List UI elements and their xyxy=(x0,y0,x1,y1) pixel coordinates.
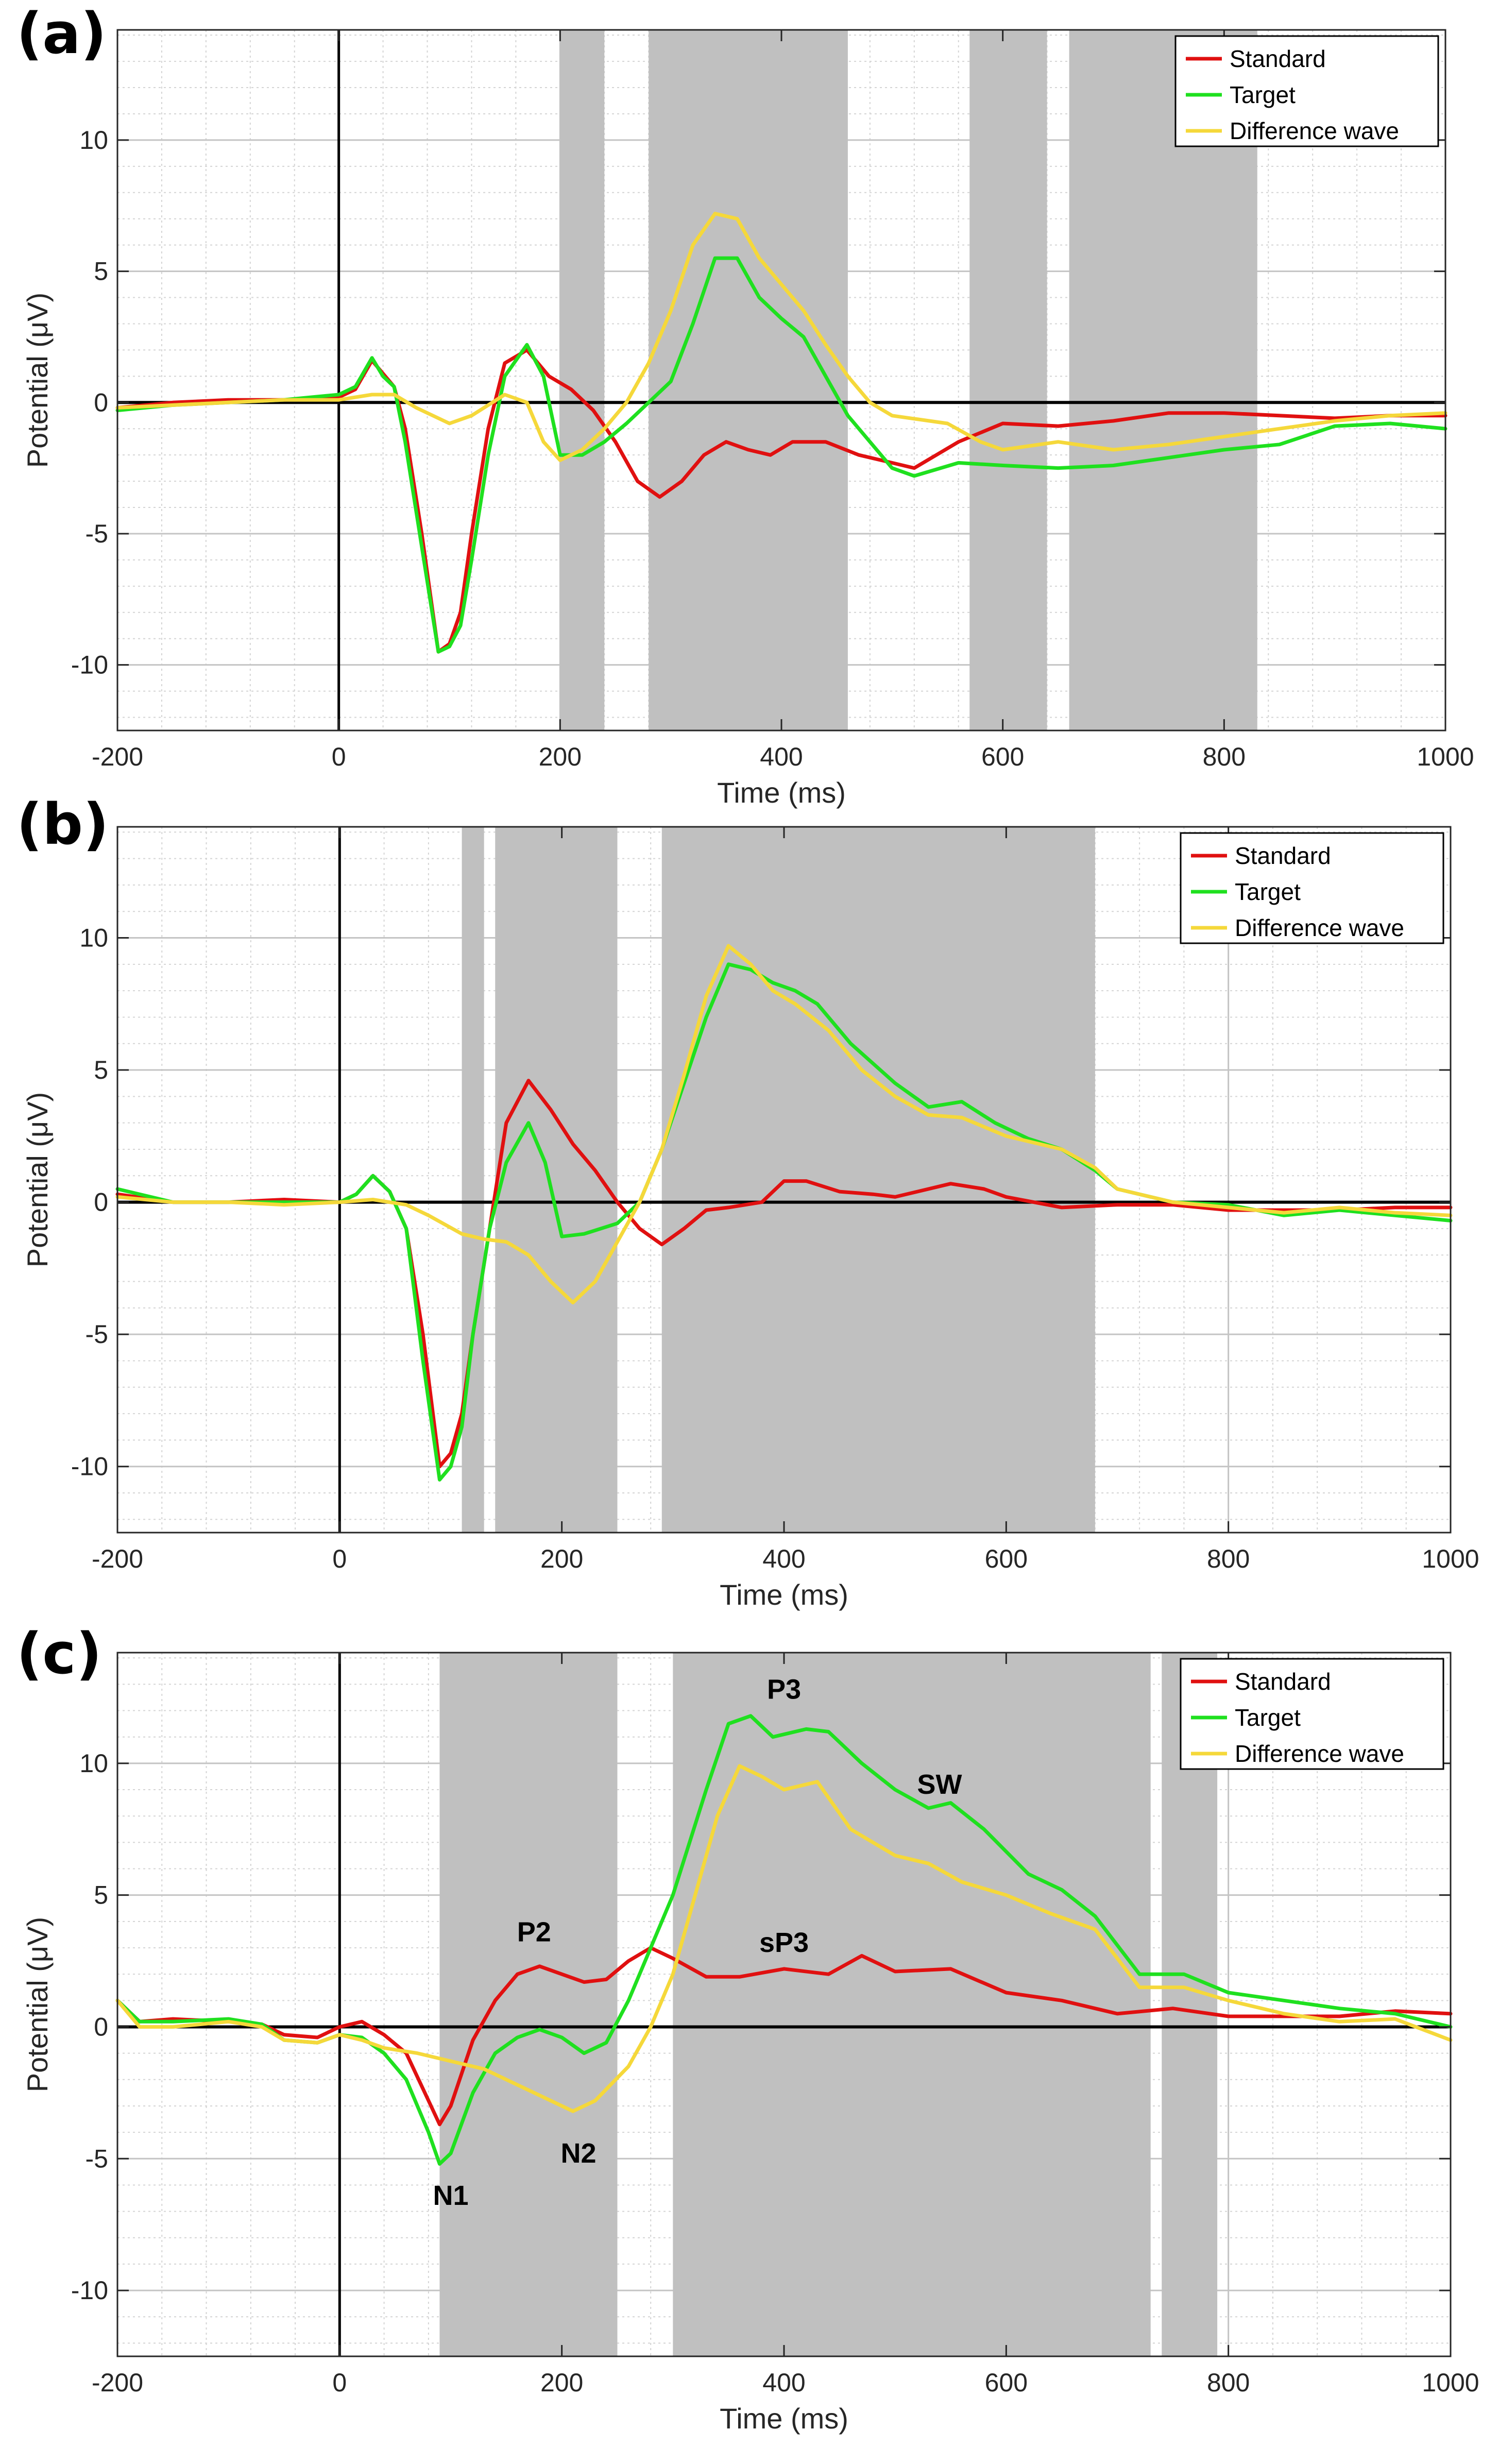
y-axis-label: Potential (μV) xyxy=(21,1917,54,2092)
x-tick-label: 200 xyxy=(540,1544,583,1573)
legend-box xyxy=(1180,1658,1444,1770)
legend-entry: Standard xyxy=(1235,1668,1331,1695)
x-tick-label: 1000 xyxy=(1422,2368,1479,2397)
x-tick-label: -200 xyxy=(92,1544,143,1573)
y-tick-label: -5 xyxy=(86,519,108,548)
y-axis-label: Potential (μV) xyxy=(21,1092,54,1267)
y-tick-label: 5 xyxy=(94,1881,108,1910)
x-axis-label: Time (ms) xyxy=(720,1578,848,1611)
y-tick-label: 5 xyxy=(94,257,108,286)
chart-panel-2: -200 0 200 400 600 800 1000 -10 -5 0 5 10 Time (ms) P… xyxy=(21,1652,1479,2435)
x-tick-label: 800 xyxy=(1203,742,1246,771)
y-axis-label: Potential (μV) xyxy=(21,293,54,468)
y-tick-label: -5 xyxy=(86,1320,108,1349)
legend-entry: Difference wave xyxy=(1230,117,1399,144)
significant-region xyxy=(1162,1653,1218,2356)
legend: Standard Target Difference wave xyxy=(1180,1658,1444,1770)
series-line-standard xyxy=(115,1946,1453,2127)
x-tick-label: 400 xyxy=(762,1544,805,1573)
legend: Standard Target Difference wave xyxy=(1174,35,1439,147)
x-tick-label: 200 xyxy=(539,742,582,771)
chart-panel-0: -200 0 200 400 600 800 1000 -10 -5 0 5 10 Time (ms) P… xyxy=(21,29,1474,809)
legend-box xyxy=(1174,35,1439,147)
x-tick-label: 1000 xyxy=(1417,742,1474,771)
legend-entry: Difference wave xyxy=(1235,914,1404,941)
series-line-difference-wave xyxy=(115,212,1447,462)
legend: Standard Target Difference wave xyxy=(1180,832,1444,944)
x-tick-label: 1000 xyxy=(1422,1544,1479,1573)
legend-entry: Difference wave xyxy=(1235,1740,1404,1767)
component-label: P3 xyxy=(767,1674,801,1705)
y-tick-label: -10 xyxy=(71,1452,108,1481)
x-tick-label: 0 xyxy=(332,1544,347,1573)
x-tick-label: 200 xyxy=(540,2368,583,2397)
x-tick-label: 800 xyxy=(1207,2368,1250,2397)
x-tick-label: -200 xyxy=(92,2368,143,2397)
chart-panel-1: -200 0 200 400 600 800 1000 -10 -5 0 5 10 Time (ms) P… xyxy=(21,826,1479,1611)
legend-entry: Target xyxy=(1235,878,1301,905)
legend-entry: Standard xyxy=(1235,842,1331,869)
significant-region xyxy=(649,30,848,730)
component-label: N2 xyxy=(561,2138,597,2169)
series-line-difference-wave xyxy=(115,944,1453,1305)
x-tick-label: 600 xyxy=(981,742,1024,771)
y-tick-label: -5 xyxy=(86,2144,108,2173)
x-axis-label: Time (ms) xyxy=(720,2402,848,2435)
x-tick-label: 600 xyxy=(985,1544,1028,1573)
y-tick-label: 0 xyxy=(94,1188,108,1217)
y-tick-label: -10 xyxy=(71,2276,108,2305)
component-label: SW xyxy=(917,1769,962,1800)
y-tick-label: 10 xyxy=(79,126,108,155)
series-line-target xyxy=(115,256,1447,654)
component-label: sP3 xyxy=(759,1927,809,1958)
component-label: N1 xyxy=(433,2180,468,2211)
series-line-difference-wave xyxy=(115,1764,1453,2113)
y-tick-label: 0 xyxy=(94,388,108,417)
significant-region xyxy=(661,827,1095,1533)
legend-box xyxy=(1180,832,1444,944)
legend-entry: Standard xyxy=(1230,45,1326,72)
x-tick-label: 400 xyxy=(760,742,803,771)
y-tick-label: 0 xyxy=(94,2012,108,2041)
y-tick-label: 10 xyxy=(79,1749,108,1778)
significant-region xyxy=(439,1653,618,2356)
x-tick-label: -200 xyxy=(92,742,143,771)
y-tick-label: -10 xyxy=(71,651,108,679)
x-axis-label: Time (ms) xyxy=(717,776,846,809)
component-label: P2 xyxy=(517,1916,551,1947)
significant-region xyxy=(462,827,484,1533)
x-tick-label: 0 xyxy=(332,742,346,771)
x-tick-label: 800 xyxy=(1207,1544,1250,1573)
panel-label-b: (b) xyxy=(16,791,109,857)
significant-region xyxy=(969,30,1047,730)
x-tick-label: 600 xyxy=(985,2368,1028,2397)
x-tick-label: 400 xyxy=(762,2368,805,2397)
panel-label-a: (a) xyxy=(16,1,107,66)
panel-label-c: (c) xyxy=(16,1621,102,1687)
x-tick-label: 0 xyxy=(332,2368,347,2397)
y-tick-label: 5 xyxy=(94,1056,108,1084)
legend-entry: Target xyxy=(1230,81,1296,108)
significant-region xyxy=(560,30,605,730)
significant-region xyxy=(495,827,618,1533)
legend-entry: Target xyxy=(1235,1704,1301,1731)
y-tick-label: 10 xyxy=(79,924,108,953)
